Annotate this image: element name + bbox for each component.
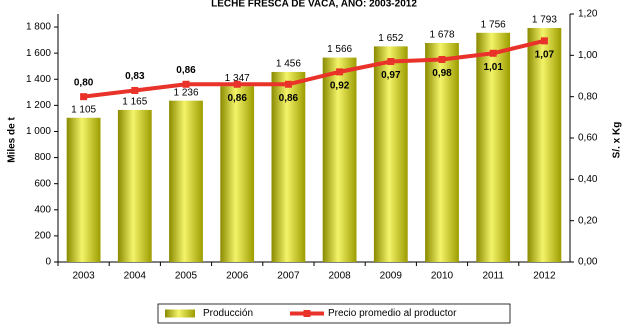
bar — [322, 57, 357, 262]
bar-value-label: 1 678 — [429, 30, 454, 41]
y2-tick-label: 0,80 — [578, 91, 598, 102]
bar — [271, 71, 306, 263]
x-tick-label: 2012 — [533, 271, 556, 282]
price-marker — [336, 68, 344, 76]
y-tick-label: 200 — [34, 231, 51, 242]
price-marker — [284, 80, 292, 88]
y-tick-label: 1 800 — [26, 22, 51, 33]
y-tick-label: 600 — [34, 178, 51, 189]
price-marker — [489, 49, 497, 57]
y-axis-label: Miles de t — [7, 117, 18, 163]
line-value-label: 0,83 — [125, 71, 145, 82]
legend-label: Producción — [203, 308, 253, 319]
y-tick-label: 0 — [45, 257, 51, 268]
price-marker — [131, 86, 139, 94]
bar — [425, 42, 459, 263]
line-value-label: 0,80 — [74, 77, 94, 88]
bar — [220, 86, 255, 262]
price-marker — [438, 55, 446, 63]
y-tick-label: 1 400 — [26, 74, 51, 85]
y2-tick-label: 1,00 — [578, 50, 598, 61]
x-tick-label: 2010 — [431, 271, 454, 282]
bar-value-label: 1 105 — [71, 104, 96, 115]
y-tick-label: 1 200 — [26, 100, 51, 111]
bar-value-label: 1 347 — [225, 73, 250, 84]
y-tick-label: 800 — [34, 152, 51, 163]
x-tick-label: 2005 — [175, 271, 198, 282]
bar-value-label: 1 236 — [173, 87, 198, 98]
price-marker — [387, 58, 395, 66]
legend-marker — [303, 310, 311, 317]
x-tick-label: 2004 — [124, 271, 147, 282]
line-value-label: 0,92 — [330, 81, 350, 92]
x-tick-label: 2011 — [482, 271, 504, 282]
x-tick-label: 2009 — [380, 271, 403, 282]
bar — [527, 27, 562, 263]
line-value-label: 0,86 — [279, 93, 299, 104]
line-value-label: 1,01 — [483, 62, 503, 73]
bar-value-label: 1 566 — [327, 44, 352, 55]
y2-tick-label: 0,40 — [578, 174, 598, 185]
y2-axis-label: S/. x Kg — [612, 122, 623, 159]
price-marker — [540, 37, 548, 45]
bar — [169, 100, 203, 263]
y-tick-label: 400 — [34, 204, 51, 215]
bar-value-label: 1 456 — [276, 59, 301, 70]
x-tick-label: 2003 — [72, 271, 95, 282]
line-value-label: 0,97 — [381, 70, 401, 81]
bar-value-label: 1 793 — [532, 15, 557, 26]
x-tick-label: 2008 — [328, 271, 351, 282]
price-marker — [182, 80, 190, 88]
price-marker — [233, 80, 241, 88]
legend-label: Precio promedio al productor — [328, 308, 457, 319]
line-value-label: 0,86 — [227, 93, 247, 104]
bar-value-label: 1 652 — [378, 33, 403, 44]
bar — [117, 109, 152, 262]
y2-tick-label: 1,20 — [578, 9, 598, 20]
y2-tick-label: 0,60 — [578, 133, 598, 144]
line-value-label: 0,86 — [176, 65, 196, 76]
chart-title: LECHE FRESCA DE VACA, AÑO: 2003-2012 — [211, 0, 417, 10]
legend-swatch — [165, 309, 195, 318]
bar-value-label: 1 756 — [481, 19, 506, 30]
bar — [476, 32, 511, 262]
x-tick-label: 2006 — [226, 271, 249, 282]
y2-tick-label: 0,20 — [578, 215, 598, 226]
x-tick-label: 2007 — [277, 271, 300, 282]
line-value-label: 0,98 — [432, 68, 452, 79]
y-tick-label: 1 000 — [26, 126, 51, 137]
y2-tick-label: 0,00 — [578, 257, 598, 268]
y-tick-label: 1 600 — [26, 48, 51, 59]
bar-value-label: 1 165 — [122, 97, 147, 108]
price-marker — [80, 93, 88, 101]
legend-box — [157, 303, 511, 324]
price-line — [83, 38, 545, 99]
bar — [66, 117, 101, 262]
line-value-label: 1,07 — [535, 50, 555, 61]
bar — [373, 46, 408, 262]
